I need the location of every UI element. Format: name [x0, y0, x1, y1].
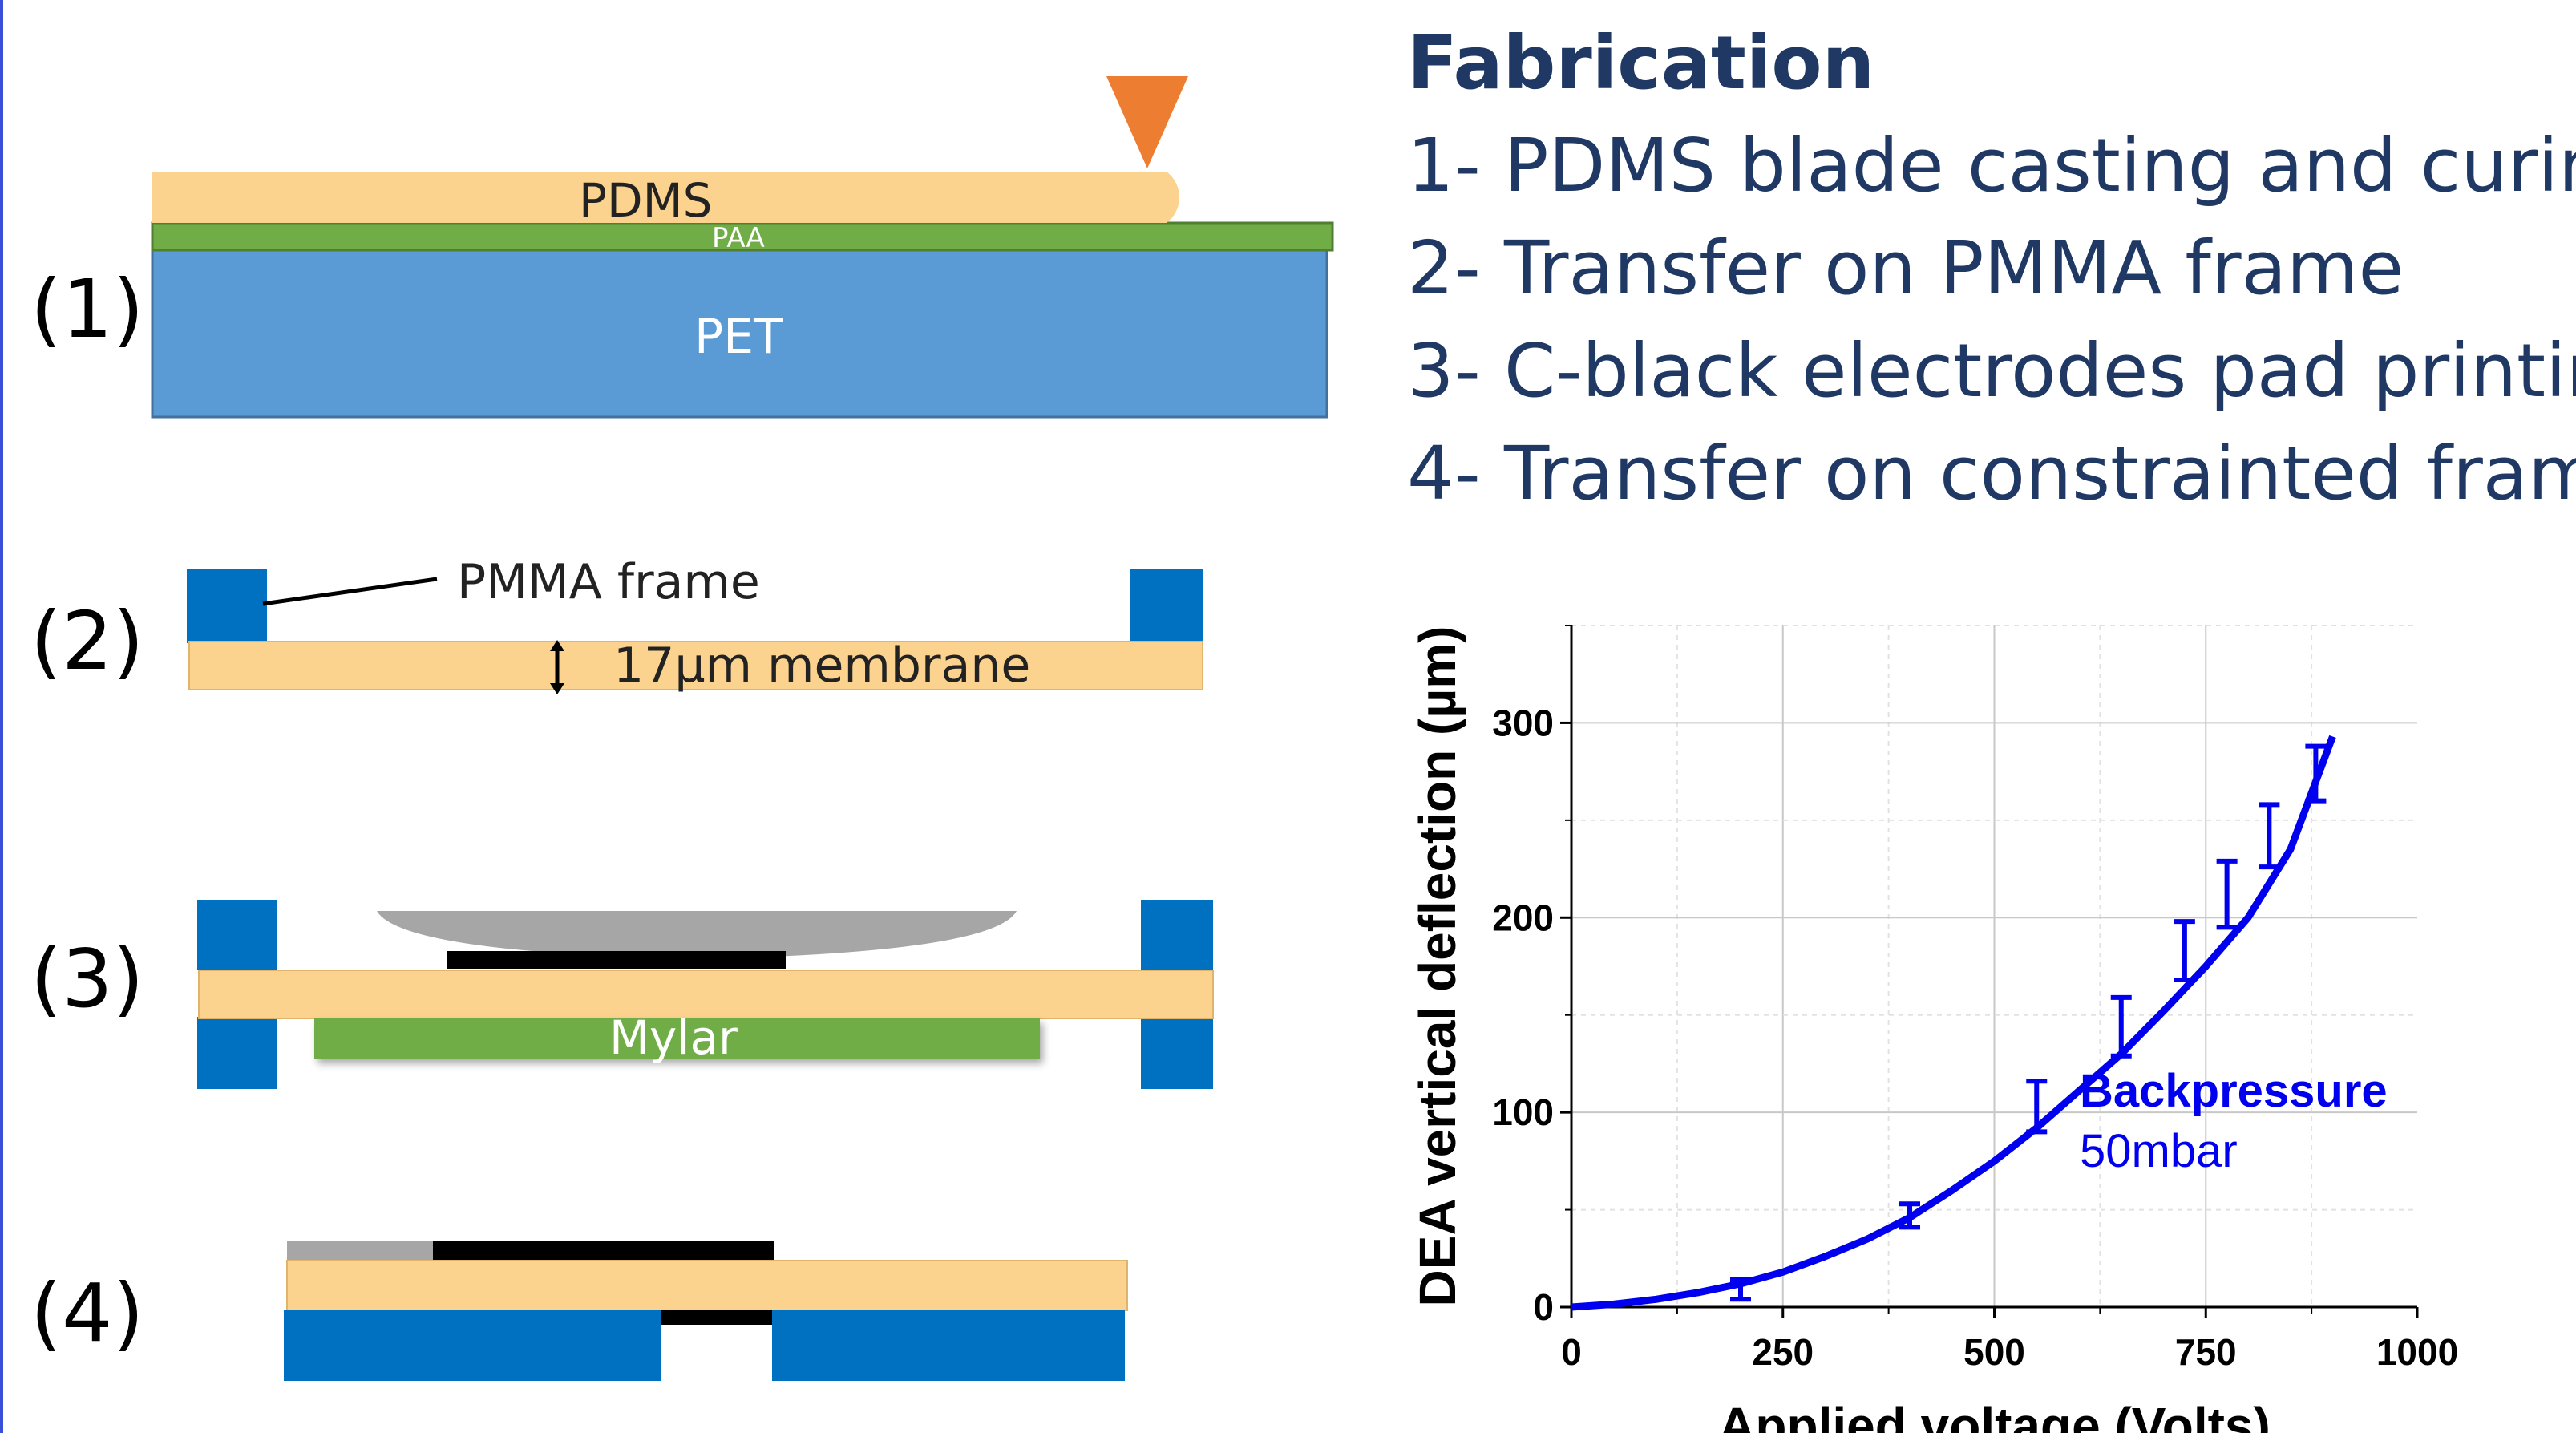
fit-curve-line — [1571, 735, 2336, 1311]
step-4-diagram: (4) — [30, 1241, 1128, 1381]
fabrication-step-4: 4- Transfer on constrainted frame — [1407, 431, 2576, 516]
fabrication-list: Fabrication 1- PDMS blade casting and cu… — [1407, 20, 2576, 516]
data-point-errorbar — [2174, 919, 2195, 982]
pdms-membrane — [286, 1260, 1128, 1311]
pmma-frame-leader — [262, 577, 438, 606]
y-tick-label: 200 — [1492, 897, 1554, 938]
casting-blade-icon — [1106, 76, 1188, 168]
chart-grid — [1571, 625, 2417, 1307]
pmma-frame-right-bottom — [1141, 1017, 1213, 1089]
x-tick-label: 0 — [1561, 1331, 1582, 1373]
top-pad-grey — [287, 1241, 439, 1261]
pad-printer-icon — [377, 911, 1017, 959]
constrained-frame-left-bottom — [284, 1322, 661, 1381]
y-axis-label: DEA vertical deflection (µm) — [1409, 626, 1466, 1307]
x-tick-label: 1000 — [2376, 1331, 2458, 1373]
data-point-errorbar — [1730, 1277, 1751, 1302]
fabrication-step-1: 1- PDMS blade casting and curing — [1407, 123, 2576, 208]
membrane-thickness-label: 17µm membrane — [613, 638, 1030, 694]
top-electrode — [433, 1241, 774, 1261]
x-tick-label: 250 — [1752, 1331, 1814, 1373]
carbon-electrode — [447, 951, 786, 969]
step-2-diagram: (2) PMMA frame 17µm membrane — [30, 554, 1203, 694]
data-point-errorbar — [2216, 858, 2238, 930]
data-point-errorbar — [1899, 1201, 1920, 1230]
pmma-frame-left-top — [197, 900, 277, 970]
pet-substrate — [151, 245, 1328, 419]
step-3-diagram: (3) Mylar — [30, 900, 1214, 1089]
x-axis-label: Applied voltage (Volts) — [1718, 1397, 2271, 1433]
step-4-number: (4) — [30, 1266, 144, 1360]
pmma-frame-left — [187, 569, 267, 643]
deflection-chart: 0 250 500 750 1000 0 100 200 300 DEA vertical de… — [1409, 625, 2458, 1433]
data-point-errorbar — [2259, 802, 2280, 870]
paa-layer — [151, 221, 1334, 252]
data-point-errorbar — [2026, 1079, 2048, 1135]
constrained-frame-right — [772, 1310, 1125, 1381]
fabrication-step-3: 3- C-black electrodes pad printing — [1407, 328, 2576, 414]
mylar-support — [314, 1018, 1040, 1059]
x-tick-label: 500 — [1963, 1331, 2025, 1373]
pmma-frame-left-bottom — [197, 1017, 277, 1089]
annotation-pressure-value: 50mbar — [2080, 1125, 2238, 1177]
chart-series — [1571, 735, 2336, 1311]
y-tick-label: 300 — [1492, 702, 1554, 743]
pdms-label: PDMS — [579, 173, 713, 228]
thickness-arrow-icon — [550, 640, 564, 694]
fabrication-title: Fabrication — [1407, 20, 1874, 106]
data-point-errorbar — [2305, 743, 2327, 804]
pmma-frame-right — [1130, 569, 1203, 643]
y-tick-label: 100 — [1492, 1091, 1554, 1133]
paa-label: PAA — [712, 222, 765, 254]
pet-label: PET — [694, 309, 783, 365]
y-tick-label: 0 — [1533, 1286, 1554, 1328]
chart-ticks: 0 250 500 750 1000 0 100 200 300 — [1492, 625, 2458, 1373]
pdms-membrane — [188, 641, 1203, 690]
pmma-frame-right-top — [1141, 900, 1213, 970]
x-tick-label: 750 — [2175, 1331, 2237, 1373]
annotation-backpressure: Backpressure — [2080, 1065, 2388, 1117]
pmma-frame-label: PMMA frame — [457, 554, 760, 610]
step-1-number: (1) — [30, 262, 144, 356]
fabrication-step-2: 2- Transfer on PMMA frame — [1407, 225, 2404, 311]
step-2-number: (2) — [30, 594, 144, 688]
mylar-label: Mylar — [609, 1010, 738, 1065]
pdms-layer — [152, 172, 1179, 223]
step-3-number: (3) — [30, 932, 144, 1026]
data-point-errorbar — [2110, 994, 2132, 1059]
step-1-diagram: (1) PDMS PAA PET — [30, 76, 1334, 419]
